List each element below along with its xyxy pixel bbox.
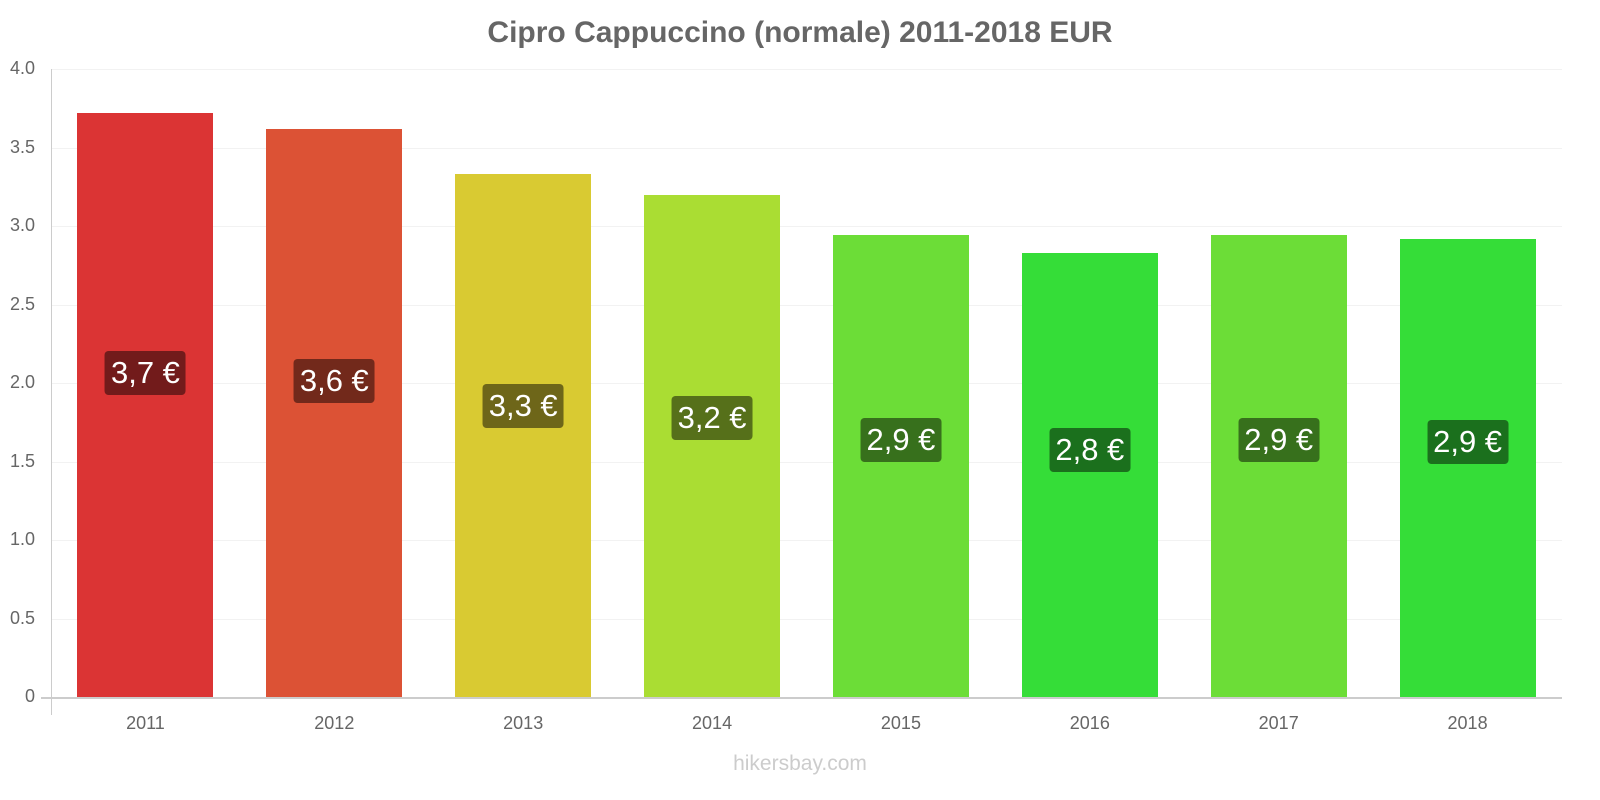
x-tick-label: 2016 — [1069, 713, 1110, 733]
bar-value-label: 3,2 € — [671, 395, 753, 440]
bar-value-label: 2,9 € — [860, 418, 942, 463]
y-tick-label: 1.0 — [9, 529, 35, 549]
bar-value-label: 3,7 € — [104, 350, 186, 395]
gridline — [51, 226, 1562, 227]
y-tick-label: 0.5 — [9, 607, 35, 628]
bar-value-label: 2,8 € — [1049, 427, 1131, 472]
bar-2015[interactable]: 2,9 € — [832, 235, 969, 697]
y-tick-label: 3.5 — [9, 136, 35, 157]
bar-2011[interactable]: 3,7 € — [77, 112, 214, 697]
bar-value-label: 2,9 € — [1427, 419, 1509, 464]
y-tick-label: 2.5 — [9, 293, 35, 314]
bar-2018[interactable]: 2,9 € — [1399, 238, 1536, 697]
gridline — [51, 540, 1562, 541]
y-tick-label: 3.0 — [9, 215, 35, 235]
y-tick-label: 4.0 — [9, 58, 35, 78]
y-tick-label: 2.0 — [9, 372, 35, 392]
gridline — [51, 69, 1562, 70]
y-tick-label: 1.5 — [9, 450, 35, 471]
plot-area: 3,7 € 3,6 € 3,3 € 3,2 € 2,9 € 2,8 € 2,9 € 2,9 € — [51, 69, 1562, 697]
gridline — [51, 618, 1562, 620]
bar-value-label: 3,3 € — [482, 384, 564, 429]
x-tick-label: 2012 — [314, 713, 355, 733]
bar-value-label: 3,6 € — [293, 359, 375, 404]
x-tick-label: 2018 — [1447, 713, 1488, 733]
x-tick-label: 2017 — [1258, 713, 1299, 733]
chart-title: Cipro Cappuccino (normale) 2011-2018 EUR — [487, 16, 1113, 49]
x-tick-label: 2014 — [692, 713, 733, 733]
gridline — [51, 147, 1562, 149]
gridline — [51, 383, 1562, 384]
x-axis-line — [41, 697, 1562, 699]
x-tick-label: 2011 — [126, 713, 165, 733]
bar-value-label: 2,9 € — [1238, 418, 1320, 463]
gridline — [51, 461, 1562, 463]
x-tick-label: 2013 — [503, 713, 544, 733]
watermark: hikersbay.com — [733, 752, 867, 775]
bar-2017[interactable]: 2,9 € — [1210, 235, 1347, 697]
x-tick-label: 2015 — [880, 713, 921, 733]
gridline — [51, 304, 1562, 306]
bar-2016[interactable]: 2,8 € — [1021, 252, 1158, 697]
bar-2013[interactable]: 3,3 € — [455, 174, 592, 697]
y-axis-line — [51, 69, 52, 715]
y-tick-label: 0 — [24, 686, 35, 706]
bar-2014[interactable]: 3,2 € — [644, 194, 781, 697]
bar-2012[interactable]: 3,6 € — [266, 128, 403, 697]
